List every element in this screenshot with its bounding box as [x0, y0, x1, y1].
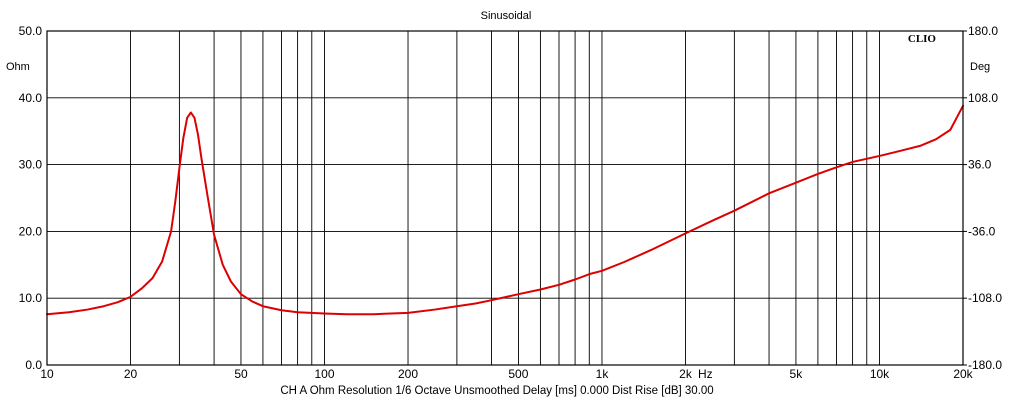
y-tick-label: 0.0	[25, 358, 42, 372]
y2-tick-label: 108.0	[968, 91, 998, 105]
y2-tick-label: 36.0	[968, 158, 992, 172]
y-tick-label: 50.0	[19, 24, 43, 38]
impedance-curve	[46, 104, 964, 316]
y2-tick-label: -108.0	[968, 291, 1002, 305]
brand-label: CLIO	[908, 33, 937, 45]
x-tick-label: 100	[314, 367, 334, 381]
y2-unit-label: Deg	[970, 61, 990, 73]
y-tick-label: 20.0	[19, 224, 43, 238]
y2-tick-label: -36.0	[968, 224, 996, 238]
plot-area	[46, 30, 964, 366]
x-tick-label: 5k	[790, 367, 804, 381]
chart-title: Sinusoidal	[481, 10, 532, 22]
x-tick-label: 2k	[679, 367, 693, 381]
x-tick-label: 10	[40, 367, 54, 381]
x-tick-label: 500	[508, 367, 528, 381]
series-layer	[46, 104, 964, 316]
y-unit-label: Ohm	[6, 61, 30, 73]
tick-labels: 50.0 40.0 30.0 20.0 10.0 0.0 180.0 108.0 36.0 -36…	[19, 24, 1003, 381]
y2-tick-label: 180.0	[968, 24, 998, 38]
y-tick-label: 40.0	[19, 91, 43, 105]
y2-tick-label: -180.0	[968, 358, 1002, 372]
x-tick-label: 200	[398, 367, 418, 381]
x-tick-label: 1k	[596, 367, 610, 381]
y-tick-label: 10.0	[19, 291, 43, 305]
x-tick-label: 50	[234, 367, 248, 381]
plot-frame	[46, 30, 964, 366]
x-tick-label: 20k	[953, 367, 973, 381]
x-unit-label: Hz	[698, 367, 713, 381]
y-tick-label: 30.0	[19, 158, 43, 172]
footer-info: CH A Ohm Resolution 1/6 Octave Unsmoothe…	[280, 385, 713, 397]
x-tick-label: 20	[124, 367, 138, 381]
x-tick-label: 10k	[870, 367, 890, 381]
